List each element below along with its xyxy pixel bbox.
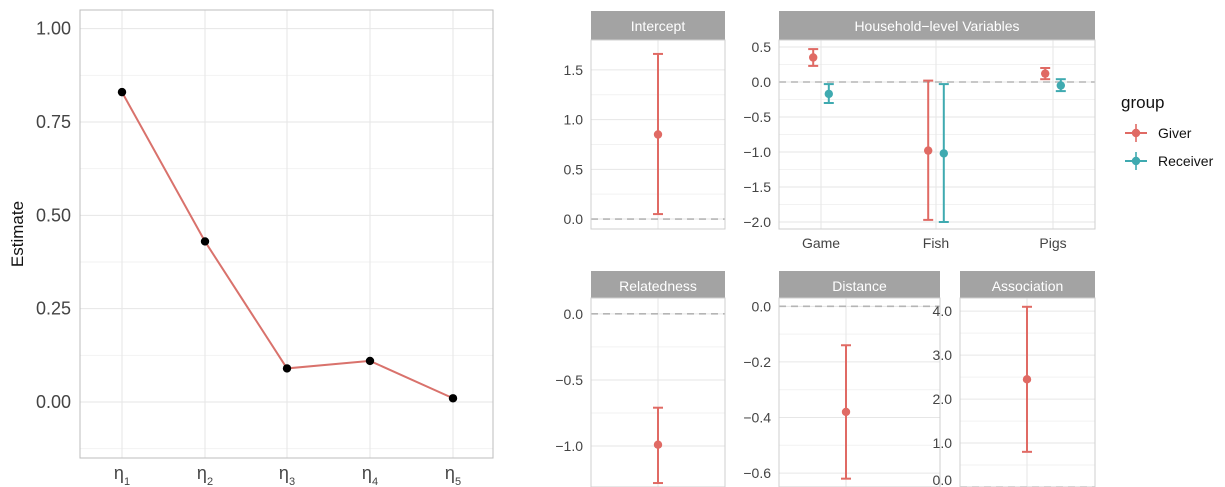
legend-entry-receiver: Receiver — [1158, 153, 1214, 169]
y-tick-label: 1.00 — [36, 19, 71, 39]
facet-plot-area — [779, 40, 1095, 229]
y-tick-label: 1.0 — [933, 435, 953, 451]
y-tick-label: −0.2 — [743, 354, 771, 370]
estimate-point — [653, 440, 663, 449]
x-tick-base: η — [197, 463, 207, 483]
y-tick-label: 3.0 — [933, 347, 953, 363]
y-tick-label: 0.0 — [564, 211, 584, 227]
y-tick-label: 1.0 — [564, 112, 584, 128]
x-tick-label: Pigs — [1039, 235, 1066, 251]
y-tick-label: 0.25 — [36, 299, 71, 319]
x-tick-subscript: 3 — [289, 476, 295, 487]
x-tick-subscript: 4 — [372, 476, 378, 487]
y-tick-label: 0.00 — [36, 392, 71, 412]
legend: group Giver Receiver — [1121, 93, 1214, 170]
x-tick-label: Fish — [923, 235, 949, 251]
facet-plot-area — [591, 298, 725, 487]
y-tick-label: −0.5 — [555, 372, 583, 388]
y-tick-label: −0.4 — [743, 410, 771, 426]
y-tick-label: 0.0 — [564, 306, 584, 322]
x-tick-base: η — [279, 463, 289, 483]
facet-title: Household−level Variables — [854, 18, 1019, 34]
y-tick-label: 2.0 — [933, 391, 953, 407]
x-tick-base: η — [362, 463, 372, 483]
facet-panel-distance: Distance −0.6 −0.4 −0.2 0.0 — [743, 271, 941, 487]
x-tick-subscript: 1 — [124, 476, 130, 487]
facet-strip — [591, 271, 725, 298]
panel-border — [79, 9, 494, 459]
legend-entry-giver: Giver — [1158, 125, 1192, 141]
facet-panel-association: Association 0.0 1.0 2.0 3.0 4.0 — [933, 271, 1096, 487]
facet-title: Association — [992, 278, 1064, 294]
y-tick-label: −2.0 — [743, 214, 771, 230]
panel-border — [778, 297, 941, 487]
estimate-point — [841, 407, 851, 417]
y-tick-label: 0.50 — [36, 205, 71, 225]
y-tick-label: 4.0 — [933, 303, 953, 319]
data-point — [448, 394, 458, 403]
estimate-point — [1022, 375, 1032, 384]
facet-strip — [960, 271, 1095, 298]
y-tick-label: 0.0 — [933, 472, 953, 487]
panel-border — [778, 39, 1096, 230]
data-point — [117, 87, 127, 97]
y-tick-label: 0.75 — [36, 112, 71, 132]
facet-panel-intercept: Intercept 0.0 0.5 1.0 1.5 — [564, 11, 726, 230]
y-tick-label: 0.5 — [564, 161, 584, 177]
y-tick-label: −1.0 — [555, 438, 583, 454]
x-tick-base: η — [445, 463, 455, 483]
x-tick-base: η — [114, 463, 124, 483]
x-tick-label: η1 — [114, 463, 130, 487]
x-tick-subscript: 2 — [207, 476, 213, 487]
estimate-point — [824, 89, 833, 99]
facet-panel-household-level-variables: Household−level Variables −2.0 −1.5 −1.0 −0.… — [743, 11, 1096, 251]
estimate-point — [1041, 69, 1050, 78]
y-tick-label: −0.5 — [743, 109, 771, 125]
y-tick-label: −0.6 — [743, 465, 771, 481]
x-tick-label: η2 — [197, 463, 213, 487]
facet-title: Relatedness — [619, 278, 697, 294]
y-tick-label: −1.0 — [743, 144, 771, 160]
legend-title: group — [1121, 93, 1164, 112]
data-point — [200, 237, 210, 246]
x-tick-label: η5 — [445, 463, 461, 487]
panel-border — [590, 297, 726, 487]
facet-title: Intercept — [631, 18, 686, 34]
y-tick-label: 0.0 — [752, 74, 772, 90]
y-tick-label: −1.5 — [743, 179, 771, 195]
y-axis-title: Estimate — [8, 201, 27, 267]
x-tick-label: Game — [802, 235, 840, 251]
facet-panel-relatedness: Relatedness −1.0 −0.5 0.0 — [555, 271, 726, 487]
facet-title: Distance — [832, 278, 887, 294]
legend-key-point — [1131, 156, 1141, 166]
estimate-point — [939, 149, 948, 158]
facet-plot-area — [591, 40, 725, 229]
y-tick-label: 1.5 — [564, 62, 584, 78]
y-tick-label: 0.5 — [752, 39, 772, 55]
facet-strip — [591, 11, 725, 40]
x-tick-label: η3 — [279, 463, 295, 487]
data-point — [365, 356, 375, 366]
y-tick-label: 0.0 — [752, 298, 772, 314]
estimate-point — [1056, 81, 1066, 90]
data-point — [282, 364, 292, 373]
facet-strip — [779, 11, 1095, 40]
estimate-point — [809, 53, 818, 62]
facet-plot-area — [960, 298, 1095, 487]
legend-key-point — [1131, 128, 1141, 138]
estimate-point — [924, 146, 933, 155]
panel-border — [590, 39, 726, 230]
x-tick-label: η4 — [362, 463, 378, 487]
estimate-point — [653, 130, 663, 139]
x-tick-subscript: 5 — [455, 476, 461, 487]
facet-strip — [779, 271, 940, 298]
facet-plot-area — [779, 298, 940, 487]
panel-border — [959, 297, 1096, 487]
